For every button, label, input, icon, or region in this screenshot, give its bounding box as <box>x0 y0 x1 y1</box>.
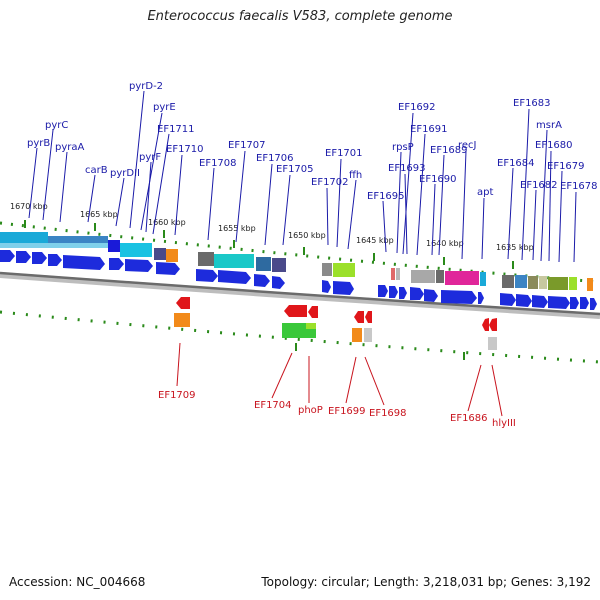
gene-label: apt <box>477 187 493 198</box>
gene-label: rpsP <box>392 142 414 153</box>
gene-label: phoP <box>298 405 323 416</box>
gene-label: pyrC <box>45 120 68 131</box>
figure-title: Enterococcus faecalis V583, complete gen… <box>147 9 453 24</box>
gene-label: EF1682 <box>520 180 558 191</box>
scale-label: 1645 kbp <box>356 236 394 245</box>
topology-summary: Topology: circular; Length: 3,218,031 bp… <box>261 575 591 589</box>
gene-label: EF1680 <box>535 140 573 151</box>
gene-label: EF1710 <box>166 144 204 155</box>
gene-label: EF1684 <box>497 158 535 169</box>
genome-backbone-shadow <box>0 272 600 319</box>
scale-ticks <box>24 220 514 360</box>
scale-label: 1635 kbp <box>496 243 534 252</box>
gene-label: EF1698 <box>369 408 407 419</box>
gene-label: EF1711 <box>157 124 195 135</box>
gene-label: EF1691 <box>410 124 448 135</box>
reverse-feature-blocks <box>174 313 497 350</box>
gene-label: ffh <box>349 170 362 181</box>
scale-label: 1665 kbp <box>80 210 118 219</box>
gene-label: EF1699 <box>328 406 366 417</box>
gene-label: EF1690 <box>419 174 457 185</box>
gene-label: EF1683 <box>513 98 551 109</box>
gene-label: EF1679 <box>547 161 585 172</box>
gene-label: EF1702 <box>311 177 349 188</box>
reverse-gene-arrows <box>176 297 497 331</box>
gene-label: pyrF <box>139 152 161 163</box>
gene-label: pyrD-2 <box>129 81 163 92</box>
gene-label: EF1704 <box>254 400 292 411</box>
genome-backbone <box>0 271 600 316</box>
gene-label: pyraA <box>55 142 85 153</box>
gene-label: pyrDII <box>110 168 140 179</box>
reverse-leader-lines <box>176 342 503 417</box>
gene-label: EF1709 <box>158 390 196 401</box>
gene-label: EF1686 <box>450 413 488 424</box>
gene-label: pyrB <box>27 138 50 149</box>
reverse-gene-labels: EF1709 EF1704 phoP EF1699 EF1698 EF1686 … <box>158 390 516 429</box>
gene-label: EF1695 <box>367 191 405 202</box>
scale-label: 1650 kbp <box>288 231 326 240</box>
gene-label: carB <box>85 165 108 176</box>
gene-label: EF1708 <box>199 158 237 169</box>
forward-feature-blocks <box>0 232 593 291</box>
gene-label: msrA <box>536 120 562 131</box>
gene-label: EF1693 <box>388 163 426 174</box>
scale-label: 1640 kbp <box>426 239 464 248</box>
scale-label: 1670 kbp <box>10 202 48 211</box>
forward-gene-labels: pyrB pyrC pyraA carB pyrDII pyrD-2 pyrE … <box>27 81 598 202</box>
forward-gene-arrows <box>0 250 597 310</box>
forward-leader-lines <box>28 90 577 263</box>
accession-label: Accession: NC_004668 <box>9 575 146 589</box>
gene-label: hlyIII <box>492 418 516 429</box>
gene-label: recJ <box>458 140 477 151</box>
gene-label: EF1692 <box>398 102 436 113</box>
gene-label: EF1707 <box>228 140 266 151</box>
scale-label: 1660 kbp <box>148 218 186 227</box>
gene-label: EF1706 <box>256 153 294 164</box>
gene-label: EF1689 <box>430 145 468 156</box>
gene-label: EF1705 <box>276 164 314 175</box>
gene-label: EF1678 <box>560 181 598 192</box>
gene-label: EF1701 <box>325 148 363 159</box>
gene-label: pyrE <box>153 102 176 113</box>
